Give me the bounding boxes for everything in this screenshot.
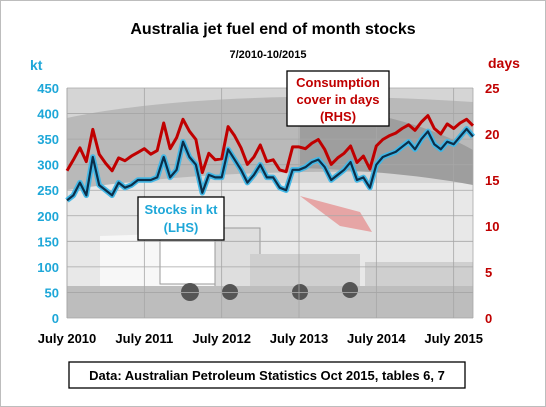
series-lines: [65, 114, 476, 203]
x-tick-label: July 2013: [270, 331, 329, 346]
background-photo: [67, 88, 473, 318]
stocks-annotation: Stocks in kt (LHS): [137, 196, 225, 241]
left-tick-label: 150: [37, 234, 59, 249]
x-tick-label: July 2014: [347, 331, 406, 346]
left-axis-unit: kt: [30, 57, 43, 73]
right-tick-label: 5: [485, 265, 492, 280]
source-text: Data: Australian Petroleum Statistics Oc…: [89, 368, 445, 383]
right-tick-label: 20: [485, 127, 499, 142]
gridlines: [66, 87, 474, 319]
stocks-label-line2: (LHS): [164, 220, 199, 235]
left-tick-label: 350: [37, 132, 59, 147]
consumption-annotation: Consumption cover in days (RHS): [286, 70, 390, 127]
stocks-label-line1: Stocks in kt: [145, 202, 219, 217]
left-tick-label: 100: [37, 260, 59, 275]
left-tick-label: 400: [37, 107, 59, 122]
left-tick-label: 0: [52, 311, 59, 326]
left-tick-label: 50: [45, 285, 59, 300]
x-tick-label: July 2015: [424, 331, 483, 346]
x-tick-label: July 2010: [38, 331, 97, 346]
left-tick-label: 200: [37, 209, 59, 224]
right-axis-unit: days: [488, 55, 520, 71]
source-note: Data: Australian Petroleum Statistics Oc…: [68, 361, 466, 389]
right-tick-label: 15: [485, 173, 499, 188]
chart-title: Australia jet fuel end of month stocks: [130, 21, 415, 38]
left-tick-label: 300: [37, 158, 59, 173]
chart-subtitle: 7/2010-10/2015: [229, 49, 306, 61]
left-tick-label: 250: [37, 183, 59, 198]
consumption-label-line3: (RHS): [320, 109, 356, 124]
consumption-label-line2: cover in days: [296, 92, 379, 107]
right-tick-label: 0: [485, 311, 492, 326]
right-tick-label: 25: [485, 81, 499, 96]
stocks-line: [66, 127, 474, 202]
x-tick-label: July 2011: [115, 331, 173, 346]
consumption-days-line: [65, 114, 475, 175]
left-tick-label: 450: [37, 81, 59, 96]
axes: 0 50 100 150 200 250 300 350 400 450 0 5 10 15 20 25 Jul…: [37, 81, 499, 346]
right-tick-label: 10: [485, 219, 499, 234]
x-tick-label: July 2012: [192, 331, 251, 346]
consumption-label-line1: Consumption: [296, 75, 380, 90]
